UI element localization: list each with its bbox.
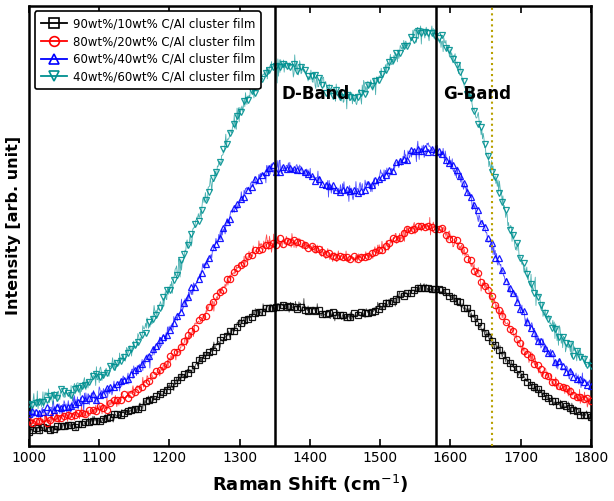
Legend: 90wt%/10wt% C/Al cluster film, 80wt%/20wt% C/Al cluster film, 60wt%/40wt% C/Al c: 90wt%/10wt% C/Al cluster film, 80wt%/20w… <box>35 12 261 90</box>
Text: G-Band: G-Band <box>443 85 511 103</box>
X-axis label: Raman Shift (cm$^{-1}$): Raman Shift (cm$^{-1}$) <box>212 473 408 495</box>
Text: D-Band: D-Band <box>282 85 350 103</box>
Y-axis label: Intensity [arb. unit]: Intensity [arb. unit] <box>6 136 20 316</box>
